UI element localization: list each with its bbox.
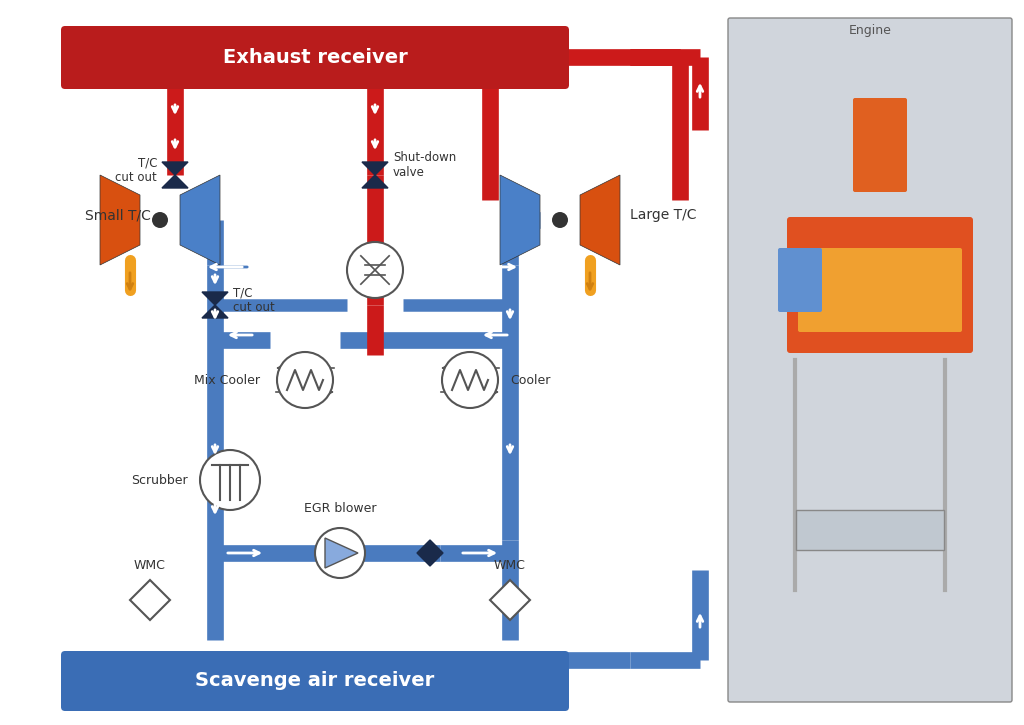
Polygon shape xyxy=(490,580,530,620)
FancyBboxPatch shape xyxy=(798,248,962,332)
Text: WMC: WMC xyxy=(134,559,166,572)
Polygon shape xyxy=(162,175,188,188)
Text: Scrubber: Scrubber xyxy=(131,473,188,486)
Text: T/C
cut out: T/C cut out xyxy=(233,286,274,314)
Text: Small T/C: Small T/C xyxy=(85,208,151,222)
Text: Mix Cooler: Mix Cooler xyxy=(194,373,260,386)
Polygon shape xyxy=(180,175,220,265)
Circle shape xyxy=(442,352,498,408)
Text: Shut-down
valve: Shut-down valve xyxy=(393,151,457,179)
Text: Cooler: Cooler xyxy=(510,373,550,386)
Polygon shape xyxy=(325,538,358,568)
Polygon shape xyxy=(100,175,140,265)
FancyBboxPatch shape xyxy=(787,217,973,353)
Circle shape xyxy=(200,450,260,510)
Polygon shape xyxy=(417,540,430,566)
Text: Engine: Engine xyxy=(849,23,892,36)
Circle shape xyxy=(152,212,168,228)
Circle shape xyxy=(347,242,403,298)
Text: WMC: WMC xyxy=(494,559,526,572)
Polygon shape xyxy=(130,580,170,620)
Polygon shape xyxy=(202,305,228,318)
Circle shape xyxy=(278,352,333,408)
Text: T/C
cut out: T/C cut out xyxy=(116,156,157,184)
Polygon shape xyxy=(162,162,188,175)
Circle shape xyxy=(552,212,568,228)
Text: EGR blower: EGR blower xyxy=(304,502,376,515)
Polygon shape xyxy=(580,175,620,265)
Polygon shape xyxy=(362,175,388,188)
Text: Large T/C: Large T/C xyxy=(630,208,696,222)
Text: Scavenge air receiver: Scavenge air receiver xyxy=(196,671,434,690)
Text: Exhaust receiver: Exhaust receiver xyxy=(222,48,408,67)
Circle shape xyxy=(315,528,365,578)
FancyBboxPatch shape xyxy=(61,26,569,89)
FancyBboxPatch shape xyxy=(796,510,944,550)
Polygon shape xyxy=(430,540,443,566)
Polygon shape xyxy=(362,162,388,175)
FancyBboxPatch shape xyxy=(778,248,822,312)
FancyBboxPatch shape xyxy=(853,98,907,192)
FancyBboxPatch shape xyxy=(61,651,569,711)
FancyBboxPatch shape xyxy=(728,18,1012,702)
Polygon shape xyxy=(500,175,540,265)
Polygon shape xyxy=(202,292,228,305)
